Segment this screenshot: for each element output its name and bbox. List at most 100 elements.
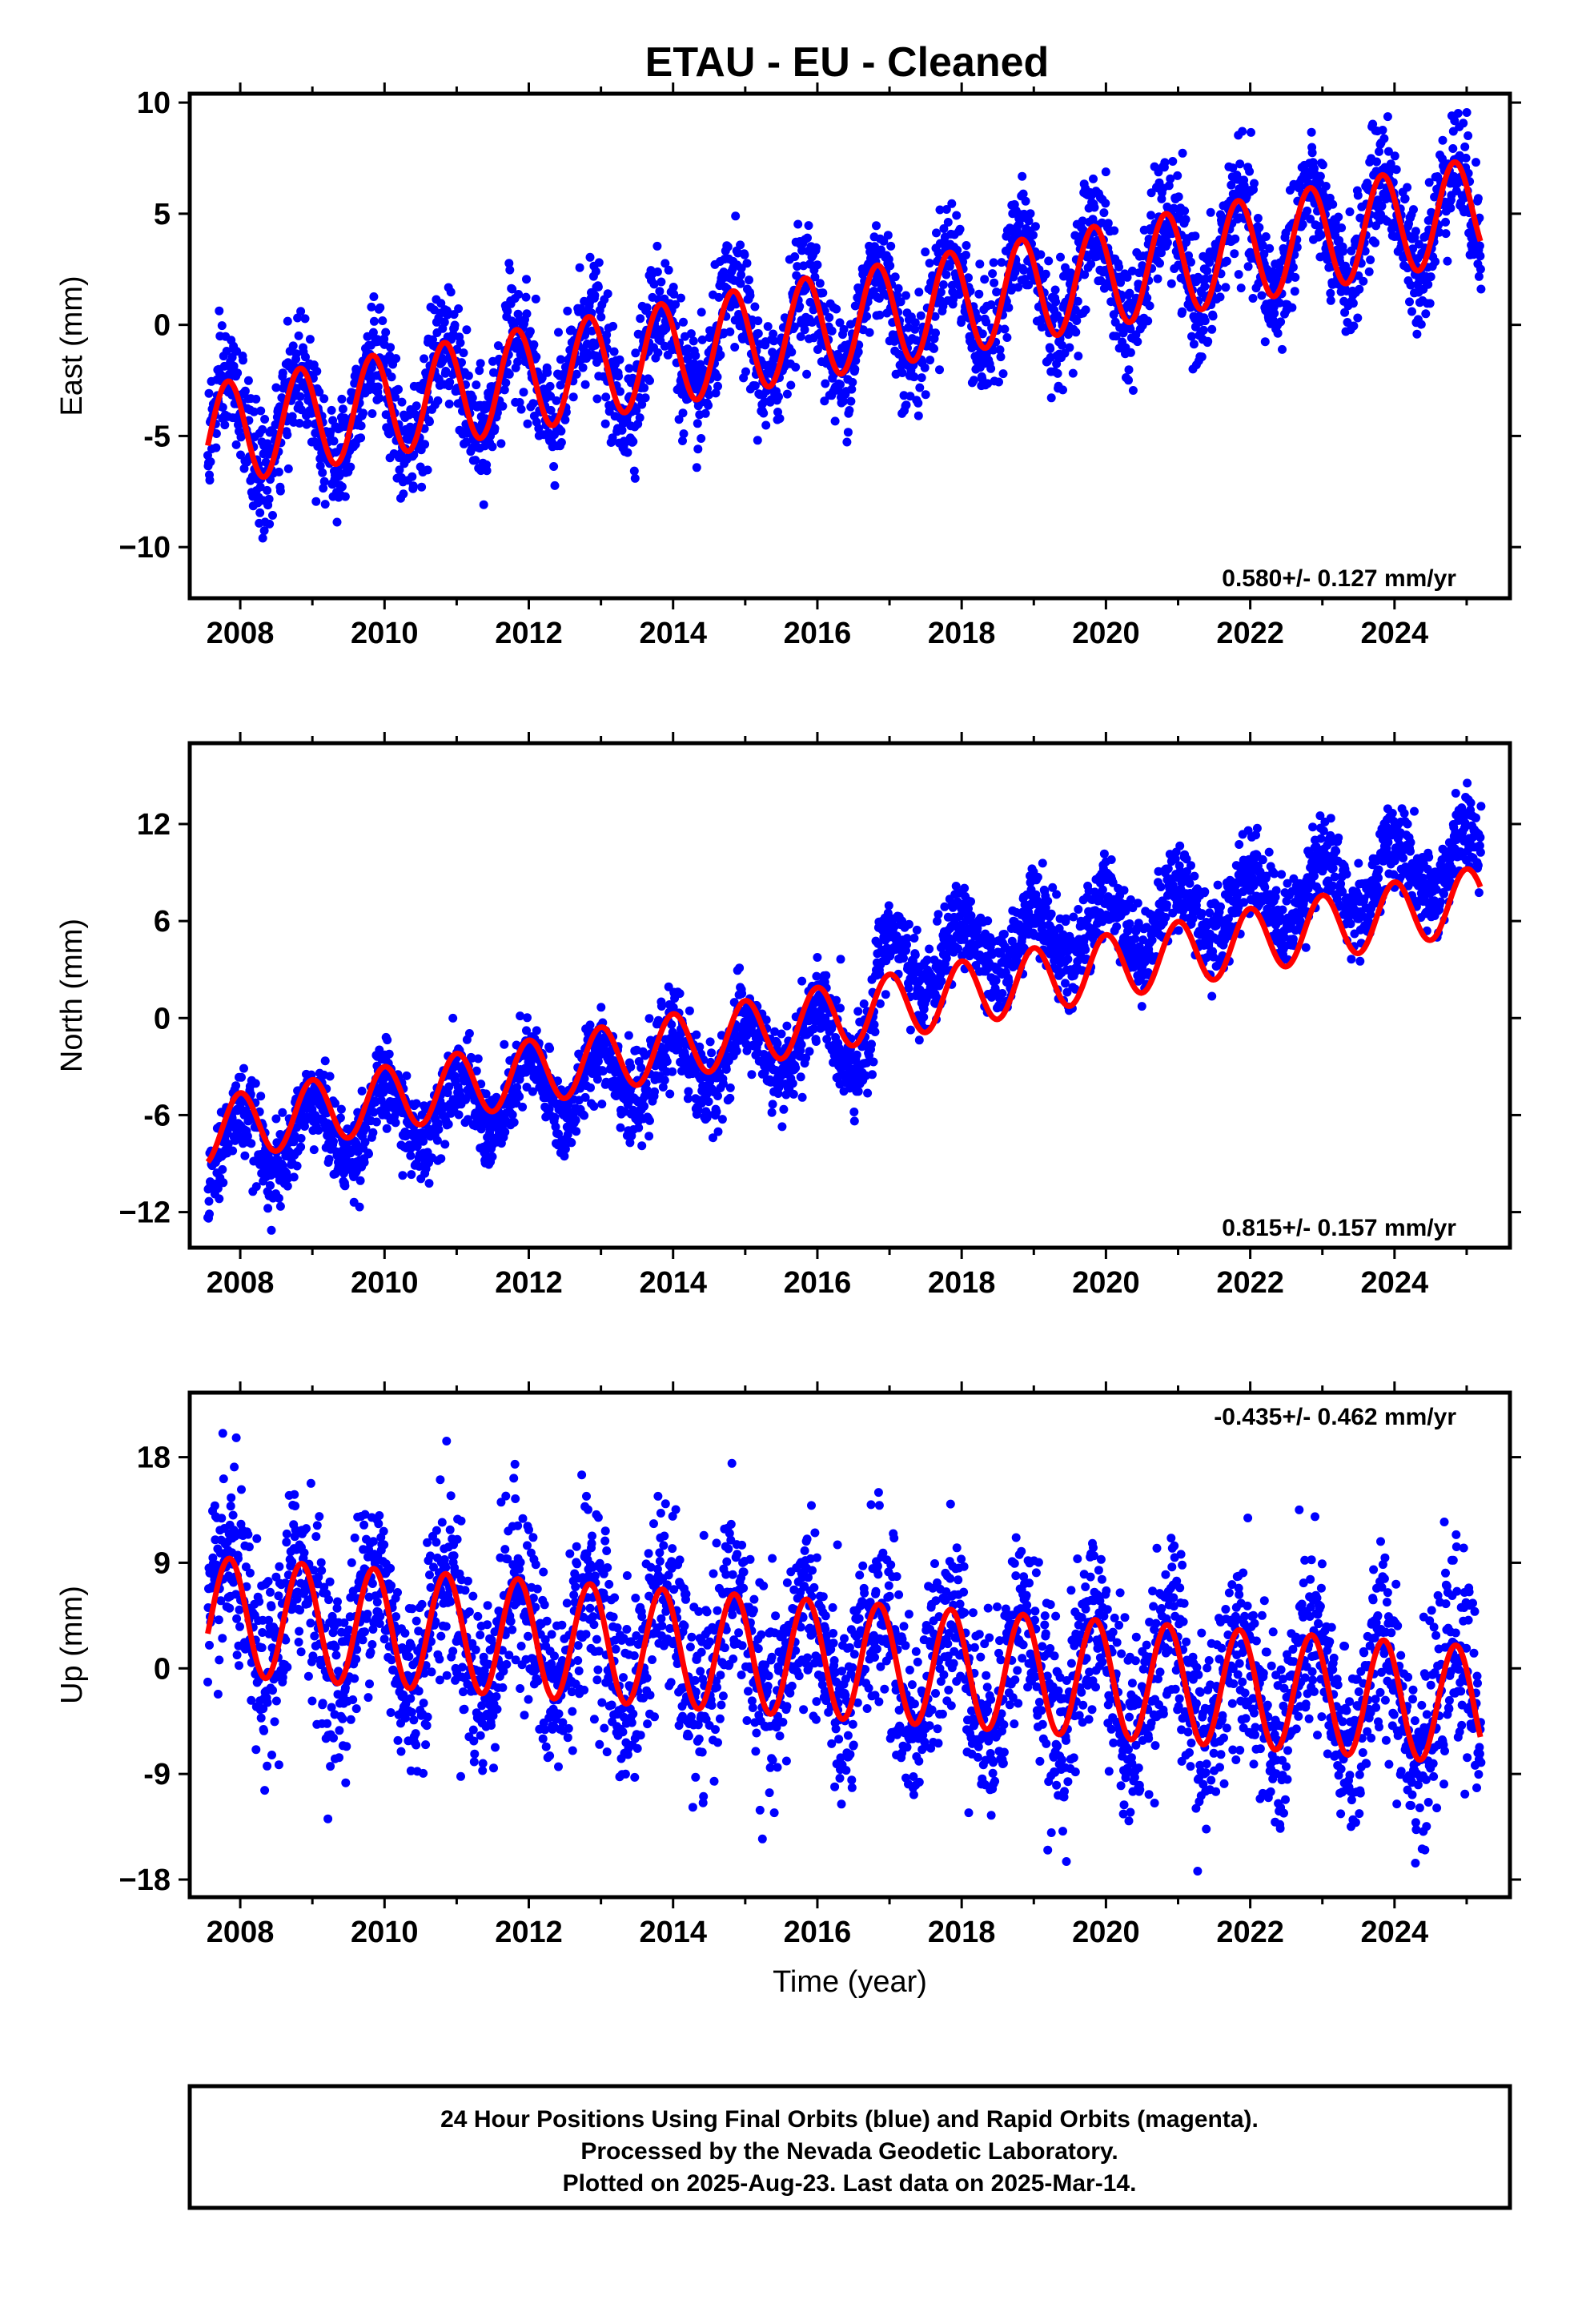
data-point [305, 335, 315, 344]
data-point [983, 379, 993, 388]
data-point [549, 462, 559, 471]
data-point [1307, 127, 1316, 137]
data-point [730, 343, 740, 352]
x-tick-label: 2018 [928, 617, 996, 650]
data-point [523, 419, 532, 428]
points-series [203, 778, 1486, 1235]
data-point [420, 354, 429, 364]
data-point [522, 275, 531, 284]
data-point [1181, 215, 1191, 224]
data-point [938, 280, 948, 289]
data-point [1052, 359, 1062, 368]
data-point [1460, 142, 1470, 151]
data-point [1203, 336, 1213, 346]
data-point [637, 400, 647, 409]
data-point [1127, 266, 1137, 275]
data-point [598, 1067, 608, 1076]
data-point [580, 380, 590, 389]
data-point [1155, 259, 1164, 268]
data-point [797, 1092, 807, 1102]
data-point [811, 243, 821, 252]
data-point [714, 292, 724, 302]
data-point [590, 291, 600, 300]
data-point [800, 325, 809, 335]
data-point [369, 316, 379, 326]
data-point [862, 312, 872, 321]
data-point [1187, 332, 1196, 341]
data-point [723, 242, 733, 251]
data-point [381, 328, 391, 337]
data-point [1326, 296, 1335, 305]
data-point [340, 1181, 350, 1191]
data-point [1142, 293, 1152, 303]
data-point [1476, 251, 1485, 261]
data-point [258, 533, 267, 543]
data-point [508, 284, 517, 294]
data-point [255, 482, 265, 492]
data-point [691, 351, 701, 360]
data-point [725, 327, 735, 336]
data-point [1323, 255, 1332, 264]
data-point [236, 450, 245, 460]
data-point [593, 282, 603, 292]
data-point [827, 326, 837, 336]
data-point [1010, 267, 1020, 277]
data-point [1306, 215, 1315, 223]
data-point [686, 329, 696, 339]
data-point [1050, 285, 1060, 295]
data-point [332, 517, 342, 527]
data-point [1030, 222, 1040, 231]
data-point [295, 392, 305, 401]
data-point [773, 1039, 782, 1048]
data-point [441, 367, 451, 376]
data-point [745, 275, 753, 285]
data-point [440, 317, 449, 327]
north-panel: 2008 2010 2012 2014 2016 2018 2020 2022 20241260… [55, 732, 1521, 1300]
data-point [952, 211, 962, 220]
data-point [1074, 352, 1083, 361]
data-point [211, 443, 221, 452]
data-point [704, 1097, 713, 1107]
data-point [312, 367, 322, 376]
data-point [707, 1048, 717, 1058]
data-point [1186, 257, 1195, 267]
data-point [1355, 284, 1364, 294]
data-point [763, 322, 773, 332]
data-point [1372, 157, 1381, 167]
data-point [329, 1136, 338, 1146]
data-point [644, 1014, 654, 1023]
data-point [600, 419, 610, 428]
data-point [464, 371, 473, 380]
data-point [1406, 280, 1415, 290]
data-point [529, 340, 539, 349]
data-point [1315, 171, 1325, 181]
data-point [915, 383, 925, 392]
data-point [930, 344, 938, 353]
data-point [1086, 259, 1096, 269]
data-point [433, 396, 443, 405]
data-point [1058, 385, 1067, 395]
data-point [697, 434, 706, 443]
data-point [862, 1058, 872, 1068]
data-point [247, 1139, 256, 1148]
data-point [1133, 337, 1142, 347]
y-tick-label: 5 [154, 198, 171, 231]
data-point [259, 526, 269, 536]
data-point [514, 290, 524, 299]
data-point [1072, 316, 1082, 325]
data-point [759, 408, 769, 418]
data-point [356, 421, 366, 431]
data-point [1145, 301, 1154, 311]
data-point [617, 425, 627, 435]
data-point [1118, 328, 1128, 338]
data-point [1168, 157, 1178, 166]
data-point [331, 1099, 339, 1108]
data-point [456, 338, 465, 348]
data-point [399, 489, 408, 499]
x-tick-label: 2014 [639, 617, 707, 650]
data-point [346, 462, 355, 472]
data-point [650, 1087, 659, 1096]
data-point [795, 302, 805, 312]
data-point [1235, 159, 1245, 169]
data-point [667, 1019, 677, 1029]
